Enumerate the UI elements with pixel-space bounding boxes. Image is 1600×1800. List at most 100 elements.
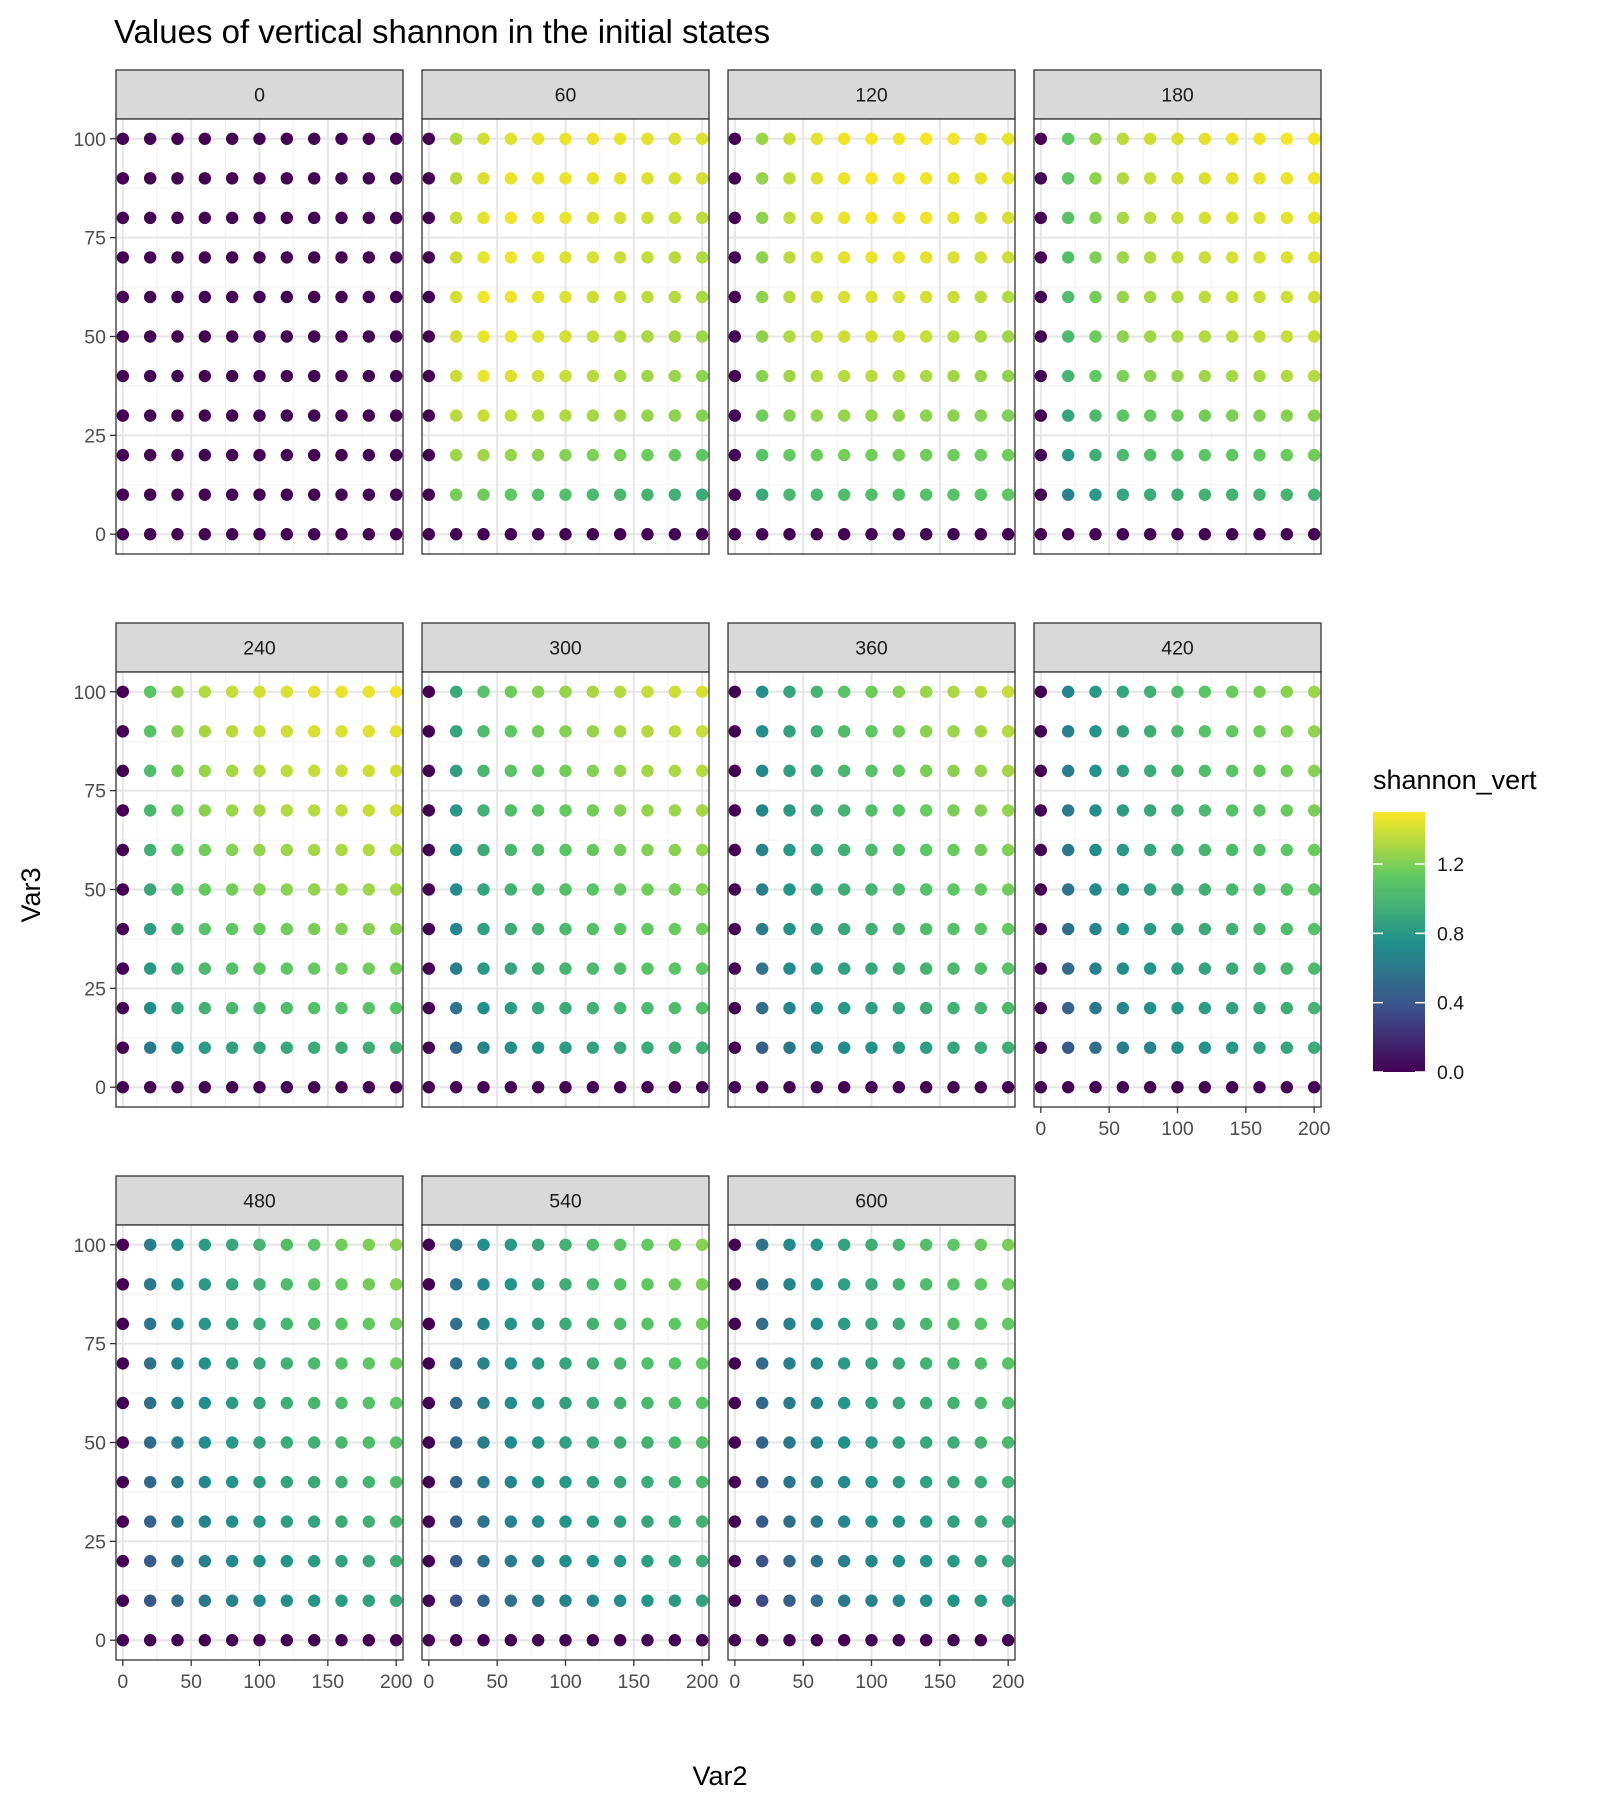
legend-break-label: 0.0 — [1437, 1062, 1464, 1084]
data-point — [225, 330, 239, 343]
data-point — [422, 843, 436, 857]
data-point — [362, 1396, 376, 1410]
data-point — [1001, 1041, 1015, 1054]
data-point — [1198, 922, 1212, 936]
data-point — [919, 1396, 933, 1410]
data-point — [559, 804, 572, 817]
y-tick-label: 75 — [84, 781, 106, 803]
data-point — [919, 922, 933, 936]
data-point — [116, 1554, 130, 1568]
data-point — [1061, 369, 1075, 383]
data-point — [783, 1081, 796, 1094]
data-point — [198, 1594, 212, 1607]
data-point — [586, 1317, 600, 1331]
data-point — [1089, 962, 1102, 975]
data-point — [225, 1594, 239, 1607]
data-point — [253, 1634, 266, 1647]
data-point — [1307, 764, 1321, 778]
data-point — [198, 1081, 212, 1094]
y-axis-title: Var3 — [16, 867, 46, 922]
data-point — [1034, 883, 1048, 896]
data-point — [728, 251, 742, 264]
data-point — [586, 1081, 600, 1094]
data-point — [865, 725, 878, 738]
data-point — [225, 1396, 239, 1410]
data-point — [837, 488, 851, 501]
data-point — [947, 1081, 960, 1094]
data-point — [362, 1278, 376, 1291]
data-point — [225, 1634, 239, 1647]
data-point — [280, 251, 294, 264]
data-point — [280, 1001, 294, 1015]
facet-strip — [1033, 622, 1322, 673]
facet-strip-label: 120 — [855, 85, 888, 107]
data-point — [422, 251, 436, 264]
data-point — [477, 1515, 490, 1528]
x-tick-label: 0 — [729, 1671, 740, 1693]
facet-strip — [727, 1175, 1016, 1226]
data-point — [225, 251, 239, 264]
data-point — [449, 725, 463, 738]
data-point — [422, 369, 436, 383]
data-point — [362, 1475, 376, 1489]
data-point — [1143, 290, 1157, 304]
data-point — [449, 1436, 463, 1449]
data-point — [1001, 369, 1015, 383]
data-point — [198, 804, 212, 817]
legend-break-label: 0.4 — [1437, 993, 1464, 1015]
data-point — [335, 685, 348, 698]
data-point — [198, 409, 212, 422]
data-point — [1280, 528, 1294, 541]
data-point — [783, 1634, 796, 1647]
data-point — [116, 251, 130, 264]
data-point — [116, 409, 130, 422]
data-point — [449, 172, 463, 185]
data-point — [728, 1475, 742, 1489]
data-point — [477, 1396, 490, 1410]
data-point — [1280, 172, 1294, 185]
data-point — [504, 528, 518, 541]
data-point — [947, 843, 960, 857]
data-point — [143, 528, 157, 541]
data-point — [668, 1081, 682, 1094]
data-point — [504, 1317, 518, 1331]
data-point — [1280, 211, 1294, 225]
data-point — [531, 1001, 545, 1015]
data-point — [1280, 843, 1294, 857]
data-point — [362, 804, 376, 817]
data-point — [389, 330, 403, 343]
facet-panel-300: 300 — [421, 622, 710, 1108]
data-point — [613, 1001, 627, 1015]
data-point — [198, 290, 212, 304]
data-point — [449, 251, 463, 264]
y-tick-label: 0 — [95, 1077, 106, 1099]
data-point — [362, 172, 376, 185]
data-point — [1307, 488, 1321, 501]
data-point — [783, 1594, 796, 1607]
data-point — [1225, 448, 1239, 462]
data-point — [280, 448, 294, 462]
data-point — [1198, 804, 1212, 817]
data-point — [335, 1357, 348, 1370]
data-point — [116, 1001, 130, 1015]
data-point — [225, 369, 239, 383]
data-point — [531, 1041, 545, 1054]
data-point — [613, 290, 627, 304]
data-point — [171, 883, 184, 896]
data-point — [837, 251, 851, 264]
data-point — [171, 1554, 184, 1568]
data-point — [1089, 1081, 1102, 1094]
data-point — [1225, 843, 1239, 857]
data-point — [728, 804, 742, 817]
data-point — [1280, 132, 1294, 145]
data-point — [1089, 172, 1102, 185]
data-point — [225, 132, 239, 145]
data-point — [755, 528, 769, 541]
data-point — [1225, 488, 1239, 501]
data-point — [225, 764, 239, 778]
data-point — [1001, 804, 1015, 817]
data-point — [947, 1396, 960, 1410]
data-point — [253, 1357, 266, 1370]
data-point — [1225, 1081, 1239, 1094]
